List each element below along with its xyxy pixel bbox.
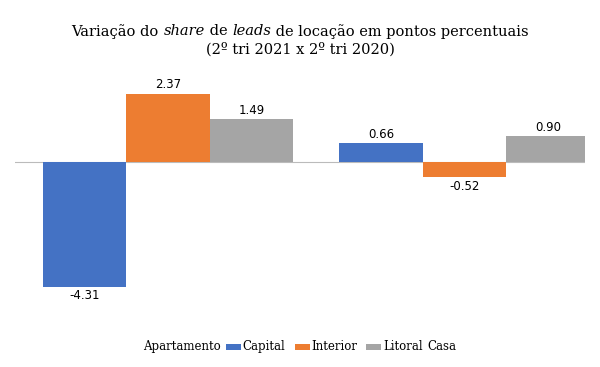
Bar bbox=[340, 143, 423, 162]
Text: 1.49: 1.49 bbox=[238, 104, 265, 117]
Text: de: de bbox=[205, 24, 232, 38]
Bar bbox=[126, 94, 209, 162]
Text: 0.90: 0.90 bbox=[535, 121, 561, 134]
Bar bbox=[506, 137, 590, 162]
Text: Casa: Casa bbox=[428, 340, 457, 353]
Text: share: share bbox=[163, 24, 205, 38]
Text: (2º tri 2021 x 2º tri 2020): (2º tri 2021 x 2º tri 2020) bbox=[206, 42, 394, 57]
Text: leads: leads bbox=[232, 24, 271, 38]
Text: Variação do: Variação do bbox=[71, 24, 163, 39]
Bar bbox=[43, 162, 126, 287]
Text: -0.52: -0.52 bbox=[449, 180, 479, 193]
Text: Interior: Interior bbox=[311, 340, 358, 353]
Text: -4.31: -4.31 bbox=[69, 289, 100, 302]
Bar bbox=[423, 162, 506, 177]
Text: Litoral: Litoral bbox=[383, 340, 423, 353]
Text: 0.66: 0.66 bbox=[368, 128, 394, 141]
Text: 2.37: 2.37 bbox=[155, 79, 181, 91]
Bar bbox=[209, 119, 293, 162]
Text: Apartamento: Apartamento bbox=[143, 340, 221, 353]
Text: de locação em pontos percentuais: de locação em pontos percentuais bbox=[271, 24, 529, 39]
Text: Capital: Capital bbox=[243, 340, 286, 353]
